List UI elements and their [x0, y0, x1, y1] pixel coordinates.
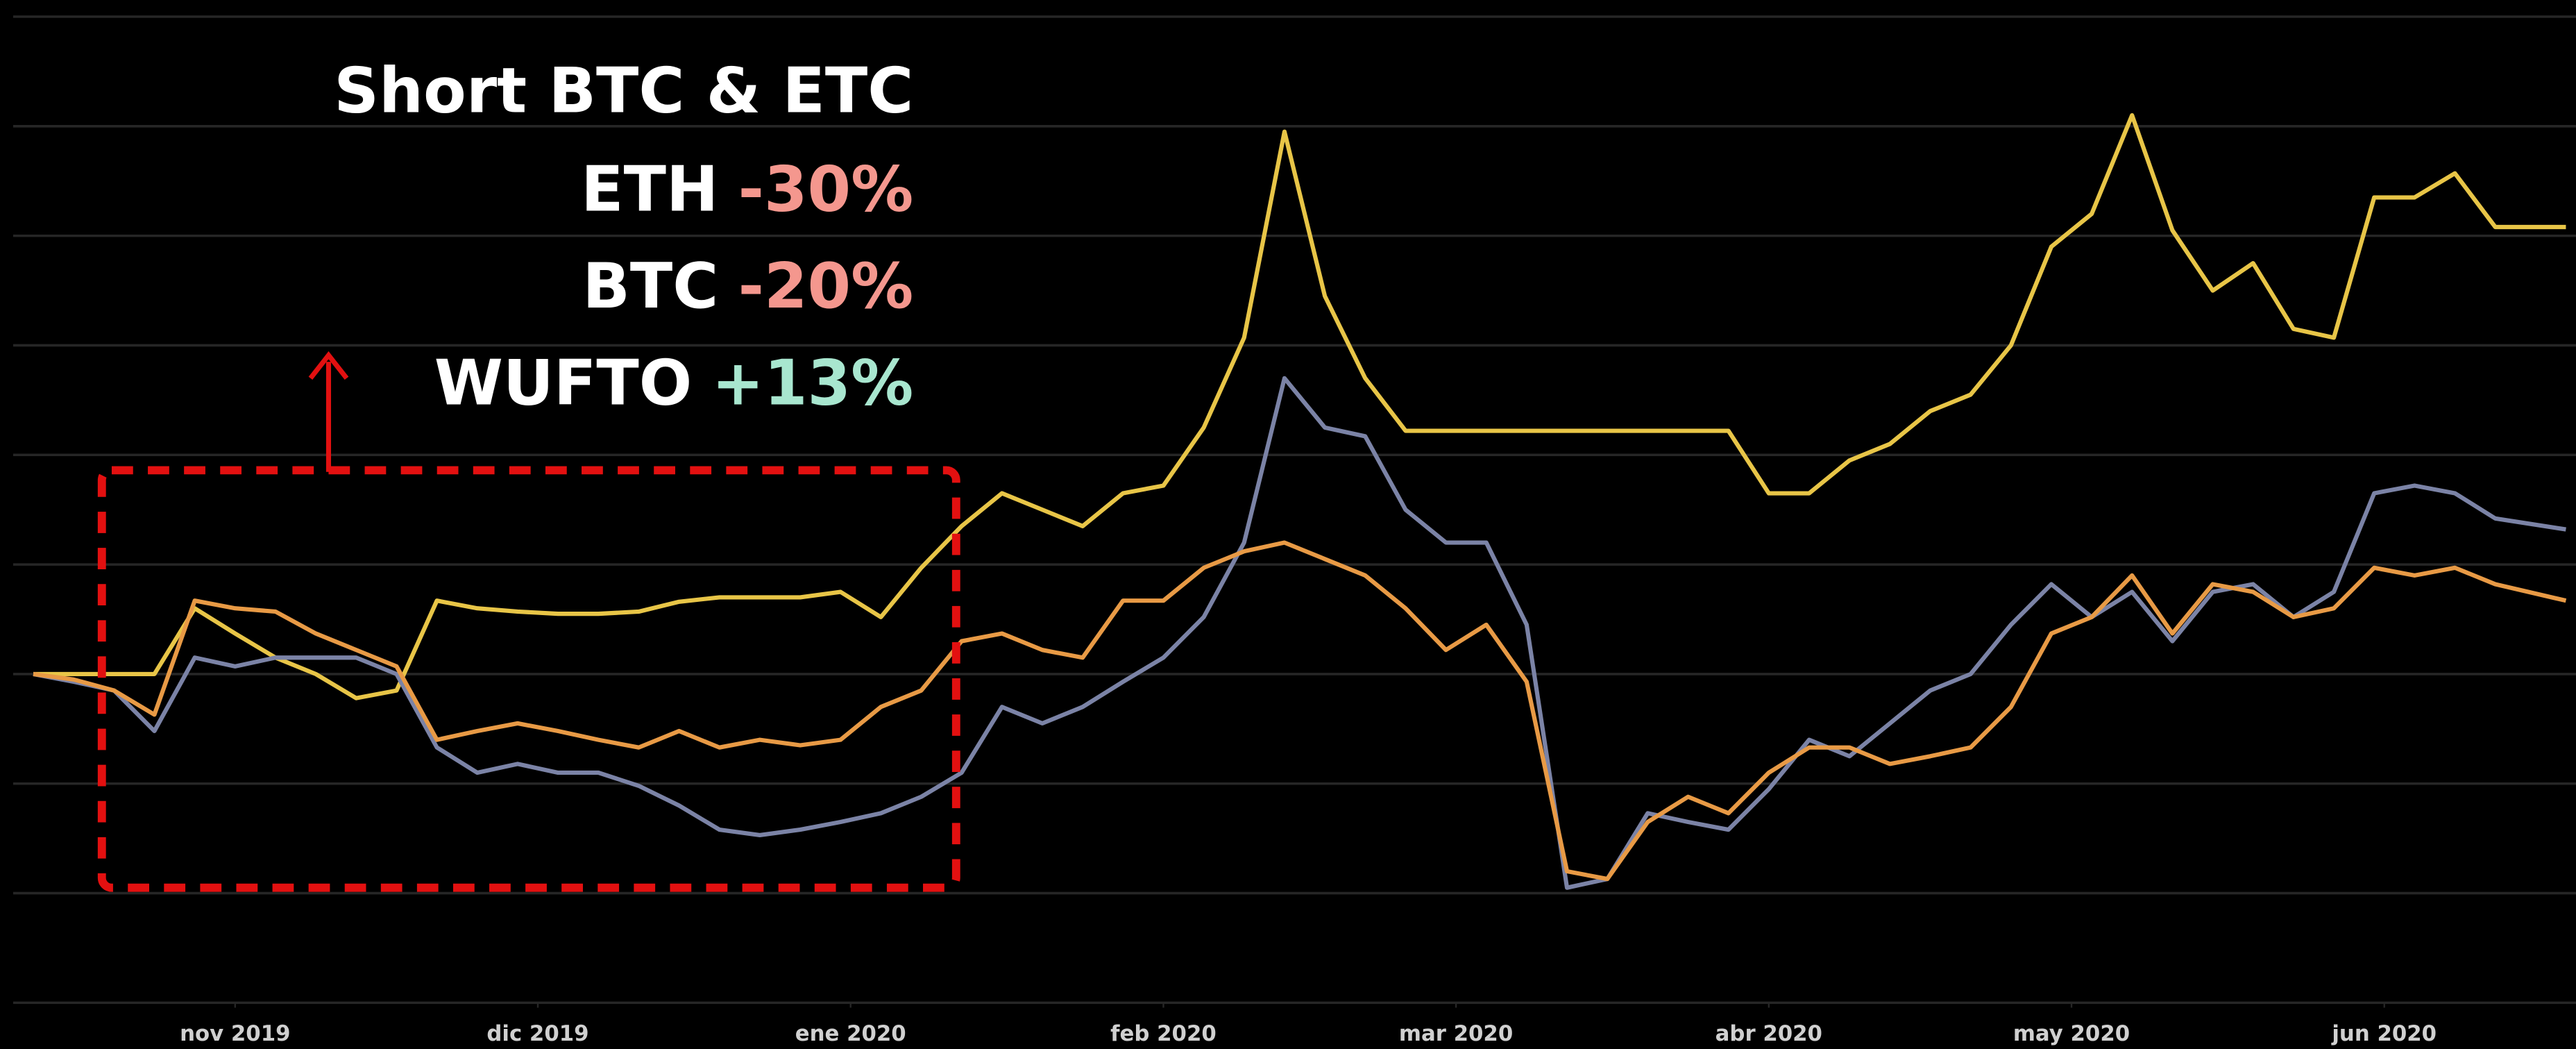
x-tick-label: jun 2020 — [2330, 1021, 2437, 1046]
annotation: Short BTC & ETC ETH -30% BTC -20% WUFTO +13% — [334, 55, 913, 419]
lines — [33, 112, 2567, 890]
annotation-title: Short BTC & ETC — [334, 55, 913, 127]
annotation-name: BTC — [582, 251, 718, 323]
x-tick-label: dic 2019 — [486, 1021, 588, 1046]
x-tick-label: nov 2019 — [180, 1021, 290, 1046]
annotation-line: BTC -20% — [582, 251, 913, 323]
x-axis: nov 2019 dic 2019 ene 2020 feb 2020 mar 2020… — [180, 1002, 2437, 1046]
series-line — [33, 540, 2567, 882]
highlight-box — [97, 466, 960, 892]
annotation-change: -30% — [738, 153, 914, 226]
x-tick-label: ene 2020 — [795, 1021, 906, 1046]
annotation-change: +13% — [712, 348, 914, 420]
series-line — [33, 112, 2566, 700]
x-tick-label: may 2020 — [2013, 1021, 2130, 1046]
grid — [12, 15, 2576, 1005]
annotation-line: WUFTO +13% — [434, 348, 914, 420]
annotation-line: ETH -30% — [581, 153, 913, 226]
x-tick-label: mar 2020 — [1399, 1021, 1513, 1046]
annotation-name: WUFTO — [434, 348, 692, 420]
annotation-change: -20% — [738, 251, 914, 323]
x-tick-label: feb 2020 — [1110, 1021, 1217, 1046]
series-line — [33, 376, 2566, 890]
x-tick-label: abr 2020 — [1715, 1021, 1822, 1046]
annotation-name: ETH — [581, 153, 718, 226]
arrow-head — [308, 351, 349, 380]
